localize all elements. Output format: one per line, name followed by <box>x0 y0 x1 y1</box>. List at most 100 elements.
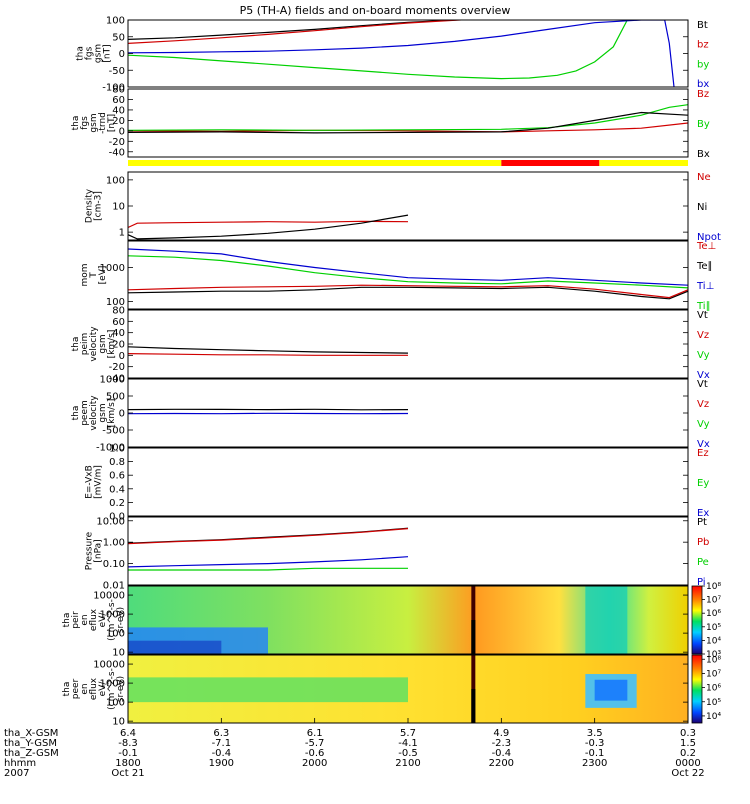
y-axis-label: [eV] <box>98 266 108 285</box>
chart-title: P5 (TH-A) fields and on-board moments ov… <box>240 4 511 17</box>
series-line-By <box>128 105 688 131</box>
colorbar-label: 10⁵ <box>706 698 721 708</box>
y-tick-label: 0.8 <box>109 457 125 468</box>
colorbar-label: 10⁴ <box>706 712 721 722</box>
y-tick-label: 1.0 <box>109 444 125 455</box>
series-line-bx <box>128 20 674 87</box>
ephemeris-value: 2100 <box>395 758 420 769</box>
legend-entry: Ey <box>697 478 709 489</box>
ephemeris-value: Oct 22 <box>671 768 704 779</box>
legend-entry: Vz <box>697 399 709 410</box>
ephemeris-row-label: 2007 <box>4 768 29 779</box>
y-tick-label: 50 <box>112 32 125 43</box>
series-line-Vt <box>128 409 408 410</box>
y-tick-label: -20 <box>109 362 125 373</box>
y-axis-label: sr-eV) <box>116 607 126 633</box>
y-axis-label: [mV/m] <box>94 465 104 499</box>
y-tick-label: 60 <box>112 95 125 106</box>
series-line-Te∥ <box>128 287 688 299</box>
y-tick-label: 0.6 <box>109 471 125 482</box>
series-line-Ni <box>128 215 408 239</box>
series-line-Pb <box>128 529 408 544</box>
panel-frame <box>128 379 688 447</box>
panel-frame <box>128 517 688 585</box>
flag-segment <box>128 160 501 166</box>
legend-entry: Ez <box>697 448 709 459</box>
panel-frame <box>128 89 688 157</box>
y-tick-label: 0 <box>119 126 125 137</box>
legend-entry: Pb <box>697 537 709 548</box>
ephemeris-value: 2000 <box>302 758 327 769</box>
data-gap-fill <box>471 620 475 654</box>
legend-entry: Vz <box>697 330 709 341</box>
legend-entry: Te⊥ <box>696 241 716 252</box>
y-tick-label: 100 <box>106 16 125 27</box>
y-axis-label: sr-eV) <box>116 676 126 702</box>
y-tick-label: 1.00 <box>103 538 125 549</box>
y-axis-label: [km/s] <box>107 330 117 359</box>
series-line-Pi <box>128 557 408 567</box>
flag-segment <box>599 160 688 166</box>
legend-entry: bz <box>697 40 709 51</box>
y-tick-label: -50 <box>109 66 125 77</box>
y-axis-label: [nT] <box>107 114 117 132</box>
legend-entry: By <box>697 119 710 130</box>
panel-frame <box>128 310 688 378</box>
colorbar-label: 10⁴ <box>706 636 721 646</box>
series-line-Pt <box>128 528 408 543</box>
data-gap-fill <box>471 689 475 723</box>
legend-entry: Vy <box>697 419 710 430</box>
series-line-Ti∥ <box>128 256 688 288</box>
legend-entry: Bx <box>697 149 710 160</box>
y-tick-label: 0.10 <box>103 559 125 570</box>
y-tick-label: -40 <box>109 147 125 158</box>
spectrogram-low-energy-core <box>128 641 221 654</box>
colorbar-label: 10⁵ <box>706 623 721 633</box>
y-tick-label: 80 <box>112 306 125 317</box>
colorbar-label: 10⁸ <box>706 582 721 592</box>
ephemeris-value: 2300 <box>582 758 607 769</box>
panel-frame <box>128 20 688 87</box>
series-line-Bz <box>128 123 688 132</box>
legend-entry: Vy <box>697 350 710 361</box>
spectrogram-band <box>585 586 627 654</box>
colorbar-label: 10⁷ <box>706 596 721 606</box>
colorbar <box>692 586 702 654</box>
series-line-Pe <box>128 568 408 570</box>
y-axis-label: [nT] <box>103 44 113 62</box>
legend-entry: Bt <box>697 20 708 31</box>
series-line-Vz <box>128 354 408 356</box>
legend-entry: Te∥ <box>696 261 713 272</box>
panel-frame <box>128 172 688 240</box>
panel-frame <box>128 241 688 309</box>
y-tick-label: 10 <box>112 202 125 213</box>
legend-entry: Ni <box>697 202 707 213</box>
legend-entry: Pt <box>697 517 707 528</box>
series-line-bz <box>128 19 483 44</box>
legend-entry: Bz <box>697 89 709 100</box>
ephemeris-value: 2200 <box>489 758 514 769</box>
legend-entry: Ne <box>697 172 711 183</box>
series-line-Vt <box>128 347 408 353</box>
series-line-Ti⊥ <box>128 249 688 285</box>
legend-entry: Vt <box>697 379 708 390</box>
ephemeris-value: Oct 21 <box>111 768 144 779</box>
y-tick-label: 0 <box>119 49 125 60</box>
y-tick-label: 100 <box>106 175 125 186</box>
colorbar-label: 10⁶ <box>706 684 721 694</box>
y-tick-label: 10.00 <box>96 516 125 527</box>
y-tick-label: 80 <box>112 85 125 96</box>
legend-entry: Vt <box>697 310 708 321</box>
colorbar-label: 10⁸ <box>706 655 721 665</box>
y-tick-label: 0.4 <box>109 484 125 495</box>
